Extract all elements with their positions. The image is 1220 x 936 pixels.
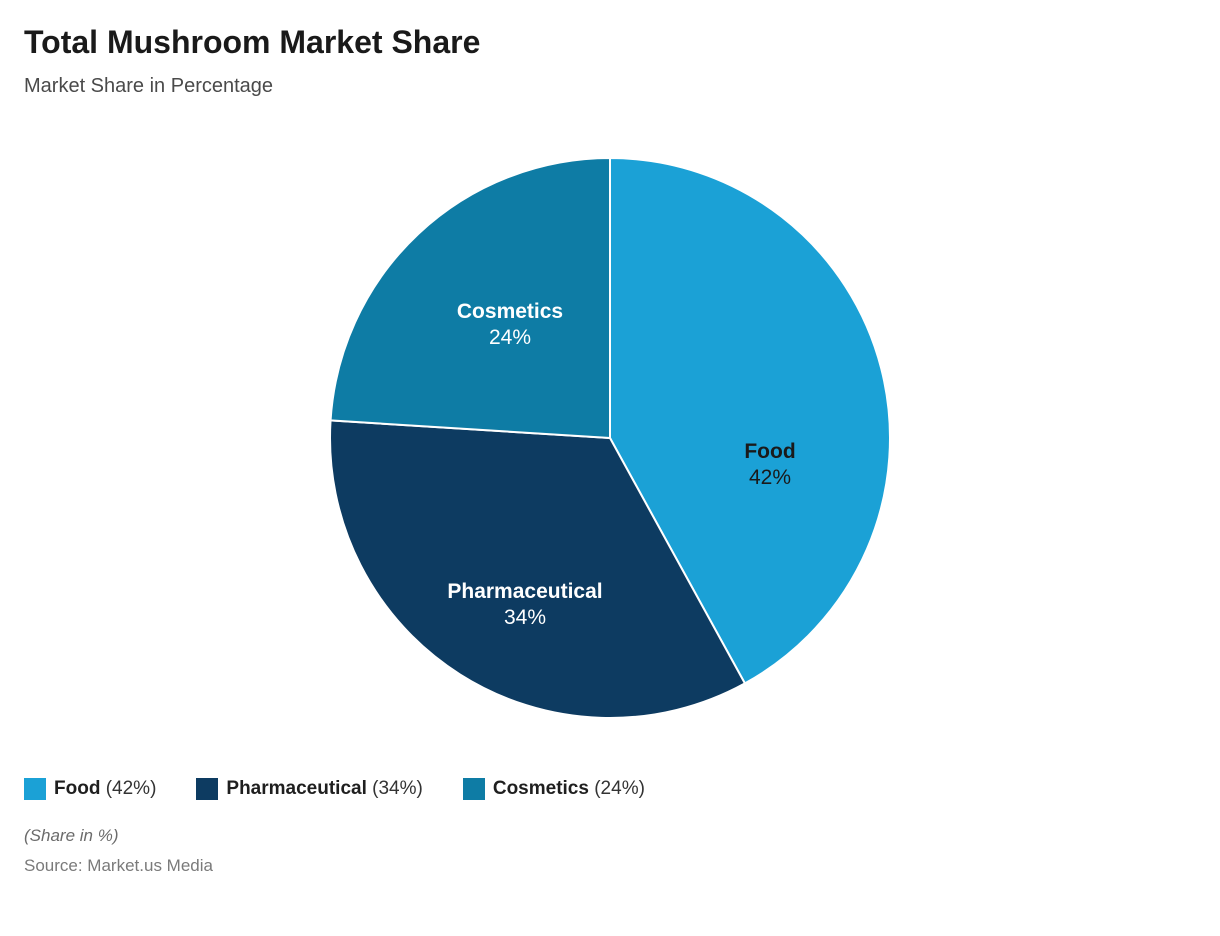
legend-swatch (196, 778, 218, 800)
chart-page: Total Mushroom Market Share Market Share… (0, 0, 1220, 936)
legend-swatch (24, 778, 46, 800)
legend-percent: (42%) (100, 778, 156, 799)
legend-label: Pharmaceutical (226, 778, 366, 799)
chart-subtitle: Market Share in Percentage (24, 75, 1196, 98)
chart-area: Food42%Pharmaceutical34%Cosmetics24% (24, 138, 1196, 738)
legend: Food (42%) Pharmaceutical (34%) Cosmetics … (24, 778, 1196, 800)
legend-label: Food (54, 778, 100, 799)
legend-percent: (24%) (589, 778, 645, 799)
legend-percent: (34%) (367, 778, 423, 799)
legend-item-food: Food (42%) (24, 778, 156, 800)
pie-slice-cosmetics (331, 158, 610, 438)
legend-item-cosmetics: Cosmetics (24%) (463, 778, 645, 800)
legend-swatch (463, 778, 485, 800)
legend-label: Cosmetics (493, 778, 589, 799)
pie-chart: Food42%Pharmaceutical34%Cosmetics24% (50, 138, 1170, 738)
source-line: Source: Market.us Media (24, 856, 1196, 876)
legend-item-pharmaceutical: Pharmaceutical (34%) (196, 778, 422, 800)
footnote: (Share in %) (24, 826, 1196, 846)
chart-title: Total Mushroom Market Share (24, 24, 1196, 61)
